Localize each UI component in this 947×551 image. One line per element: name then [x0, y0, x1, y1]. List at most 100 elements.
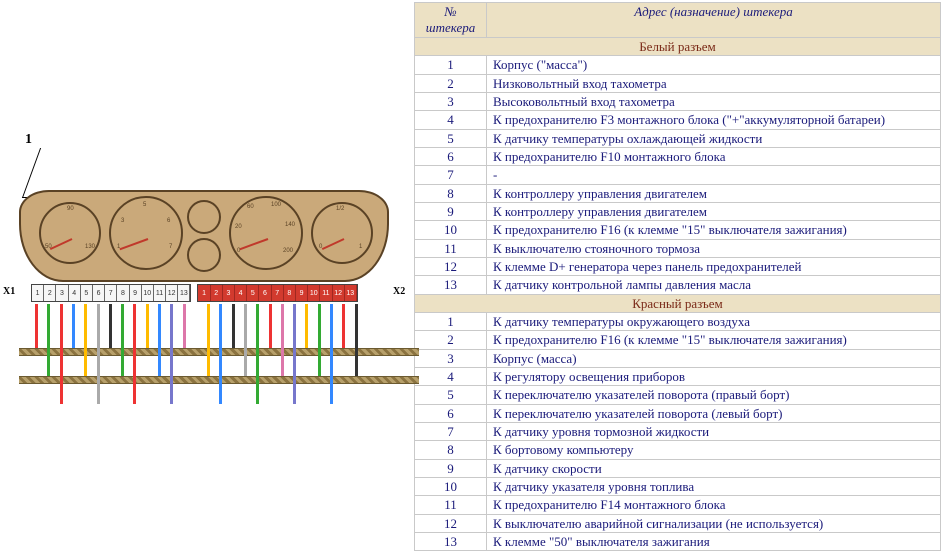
cell-pin-number: 12	[415, 257, 487, 275]
cell-description: К датчику температуры охлаждающей жидкос…	[487, 129, 941, 147]
pin-red: 3	[223, 285, 235, 301]
cell-description: К датчику скорости	[487, 459, 941, 477]
pin-red: 12	[333, 285, 345, 301]
pin-white: 6	[93, 285, 105, 301]
tick: 1	[359, 244, 362, 250]
cell-description: К клемме "50" выключателя зажигания	[487, 532, 941, 550]
table-row: 10К предохранителю F16 (к клемме "15" вы…	[415, 221, 941, 239]
wire	[219, 304, 222, 404]
pin-red: 6	[259, 285, 271, 301]
section-row: Белый разъем	[415, 38, 941, 56]
gauge-fuel: 0 1/2 1	[311, 202, 373, 264]
table-row: 1Корпус ("масса")	[415, 56, 941, 74]
wire	[281, 304, 284, 376]
wire	[121, 304, 124, 376]
table-row: 4К регулятору освещения приборов	[415, 367, 941, 385]
cell-pin-number: 5	[415, 386, 487, 404]
table-row: 11К предохранителю F14 монтажного блока	[415, 496, 941, 514]
cell-pin-number: 10	[415, 477, 487, 495]
cell-pin-number: 8	[415, 184, 487, 202]
wire	[244, 304, 247, 376]
callout-1: 1	[25, 132, 32, 148]
connector-row: 12345678910111213 12345678910111213	[19, 284, 389, 304]
tick: 90	[67, 206, 74, 212]
section-title: Красный разъем	[415, 294, 941, 312]
cell-pin-number: 6	[415, 147, 487, 165]
cell-description: К бортовому компьютеру	[487, 441, 941, 459]
connector-white: 12345678910111213	[31, 284, 191, 302]
pinout-table-panel: № штекера Адрес (назначение) штекера Бел…	[410, 0, 947, 522]
wire	[97, 304, 100, 404]
table-row: 12К клемме D+ генератора через панель пр…	[415, 257, 941, 275]
pin-white: 2	[44, 285, 56, 301]
pin-red: 9	[296, 285, 308, 301]
cell-pin-number: 11	[415, 239, 487, 257]
tick: 0	[237, 248, 240, 254]
wire	[256, 304, 259, 404]
cell-pin-number: 9	[415, 202, 487, 220]
section-title: Белый разъем	[415, 38, 941, 56]
table-row: 7К датчику уровня тормозной жидкости	[415, 422, 941, 440]
table-row: 13К клемме "50" выключателя зажигания	[415, 532, 941, 550]
cell-description: К предохранителю F16 (к клемме "15" выкл…	[487, 221, 941, 239]
cell-description: К контроллеру управления двигателем	[487, 202, 941, 220]
wire	[207, 304, 210, 376]
gauge-tacho: 1 3 5 6 7	[109, 196, 183, 270]
cell-description: К датчику указателя уровня топлива	[487, 477, 941, 495]
cell-pin-number: 2	[415, 74, 487, 92]
table-row: 5К переключателю указателей поворота (пр…	[415, 386, 941, 404]
cell-description: К предохранителю F10 монтажного блока	[487, 147, 941, 165]
gauge-temp: 50 90 130	[39, 202, 101, 264]
cell-description: К контроллеру управления двигателем	[487, 184, 941, 202]
pin-white: 5	[81, 285, 93, 301]
pin-white: 3	[56, 285, 68, 301]
cell-pin-number: 8	[415, 441, 487, 459]
cell-pin-number: 6	[415, 404, 487, 422]
cell-description: К переключателю указателей поворота (лев…	[487, 404, 941, 422]
dashboard-diagram: 1 50 90 130 1 3 5 6 7	[5, 126, 405, 406]
pin-red: 1	[198, 285, 210, 301]
wire	[60, 304, 63, 404]
pin-white: 9	[130, 285, 142, 301]
gauge-speedo: 0 20 60 100 140 200	[229, 196, 303, 270]
col-header-plug: № штекера	[415, 3, 487, 38]
wire	[269, 304, 272, 348]
cell-description: К клемме D+ генератора через панель пред…	[487, 257, 941, 275]
cell-pin-number: 3	[415, 92, 487, 110]
cell-pin-number: 7	[415, 166, 487, 184]
cell-description: Корпус (масса)	[487, 349, 941, 367]
pinout-table: № штекера Адрес (назначение) штекера Бел…	[414, 2, 941, 551]
cell-pin-number: 13	[415, 532, 487, 550]
pin-red: 7	[272, 285, 284, 301]
table-row: 6К предохранителю F10 монтажного блока	[415, 147, 941, 165]
page: 1 50 90 130 1 3 5 6 7	[0, 0, 947, 522]
instrument-cluster: 50 90 130 1 3 5 6 7 0 20	[19, 190, 389, 282]
pin-white: 11	[154, 285, 166, 301]
cell-description: -	[487, 166, 941, 184]
cell-description: К датчику уровня тормозной жидкости	[487, 422, 941, 440]
wire	[293, 304, 296, 404]
table-row: 2К предохранителю F16 (к клемме "15" вык…	[415, 331, 941, 349]
tick: 200	[283, 248, 293, 254]
table-row: 11К выключателю стояночного тормоза	[415, 239, 941, 257]
wire	[330, 304, 333, 404]
connector-red: 12345678910111213	[197, 284, 357, 302]
cell-pin-number: 3	[415, 349, 487, 367]
cell-description: К датчику контрольной лампы давления мас…	[487, 276, 941, 294]
tick: 1	[117, 244, 120, 250]
table-row: 5К датчику температуры охлаждающей жидко…	[415, 129, 941, 147]
table-row: 2Низковольтный вход тахометра	[415, 74, 941, 92]
pin-red: 5	[247, 285, 259, 301]
cell-pin-number: 11	[415, 496, 487, 514]
gauge-small-top	[187, 200, 221, 234]
tick: 7	[169, 244, 172, 250]
table-row: 8К бортовому компьютеру	[415, 441, 941, 459]
pin-red: 2	[211, 285, 223, 301]
table-row: 3Высоковольтный вход тахометра	[415, 92, 941, 110]
wire-harness	[31, 304, 391, 400]
wire	[72, 304, 75, 348]
cell-pin-number: 7	[415, 422, 487, 440]
pin-white: 1	[32, 285, 44, 301]
cell-description: Высоковольтный вход тахометра	[487, 92, 941, 110]
wire	[183, 304, 186, 348]
